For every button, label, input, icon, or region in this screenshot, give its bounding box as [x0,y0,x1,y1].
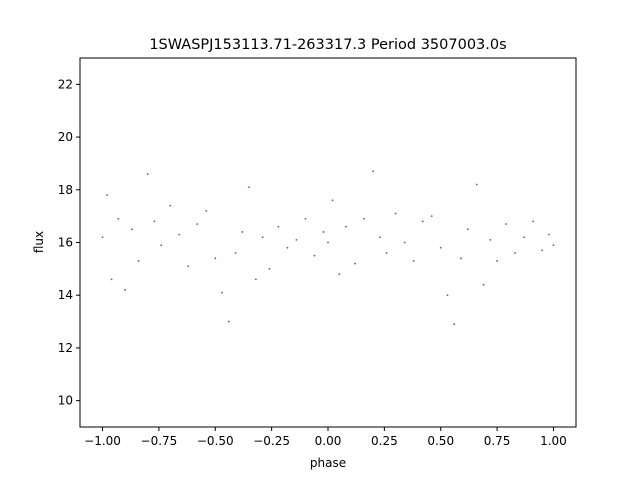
y-tick-label: 14 [58,288,73,302]
scatter-point [268,267,271,270]
scatter-point [331,199,334,202]
x-tick-label: −0.50 [197,434,234,448]
scatter-point [187,265,190,268]
y-tick-label: 18 [58,183,73,197]
scatter-point [430,215,433,218]
x-tick-label: 0.00 [315,434,342,448]
scatter-point [130,228,133,231]
y-tick-label: 16 [58,236,73,250]
x-tick-label: −0.25 [253,434,290,448]
scatter-point [385,252,388,254]
scatter-point [403,241,406,244]
scatter-point [439,246,442,249]
y-axis: 10 12 14 16 18 20 22 [58,77,80,408]
scatter-point [277,225,280,228]
x-tick-label: 1.00 [540,434,567,448]
y-tick-label: 22 [58,77,73,91]
scatter-point [304,217,307,220]
y-tick-label: 20 [58,130,73,144]
scatter-point [363,217,365,220]
scatter-point [327,241,329,244]
x-axis: −1.00 −0.75 −0.50 −0.25 0.00 0.25 0.50 0.75 1.00 [84,427,567,448]
scatter-point [178,233,181,236]
scatter-point [354,262,356,265]
scatter-point [295,238,298,241]
scatter-point [214,257,217,260]
scatter-point [394,212,397,215]
scatter-point [117,217,120,220]
scatter-point [146,173,149,175]
scatter-point [227,320,230,323]
scatter-point [124,289,126,291]
y-tick-label: 10 [58,394,73,408]
scatter-point [482,283,485,286]
scatter-point [552,244,555,247]
scatter-point [378,236,381,239]
scatter-point [110,278,113,281]
y-axis-label: flux [32,231,46,253]
scatter-point [205,209,208,212]
scatter-point [548,233,550,236]
scatter-point [234,252,237,254]
x-axis-label: phase [310,456,346,470]
scatter-point [466,228,469,231]
scatter-point [248,186,250,189]
scatter-point [196,223,199,225]
scatter-point [322,231,325,233]
scatter-point [169,204,172,207]
scatter-point [532,220,535,223]
scatter-point [313,254,316,257]
scatter-point [475,183,478,186]
scatter-point [137,260,140,262]
scatter-point [514,252,517,254]
scatter-point [160,244,163,247]
scatter-point [523,236,526,239]
scatter-point [446,294,449,297]
scatter-point [338,273,341,276]
scatter-point [421,220,424,223]
scatter-point [345,225,347,228]
x-tick-label: −0.75 [141,434,178,448]
scatter-point [372,170,374,173]
scatter-point [101,236,104,239]
scatter-point [221,291,223,294]
x-tick-label: 0.75 [484,434,511,448]
scatter-point [153,220,156,223]
scatter-point [261,236,264,239]
x-tick-label: 0.25 [371,434,398,448]
scatter-point [460,257,462,260]
x-tick-label: 0.50 [427,434,454,448]
scatter-point [106,194,108,196]
scatter-point [412,260,415,262]
scatter-point [496,260,498,262]
x-tick-label: −1.00 [84,434,121,448]
y-tick-label: 12 [58,341,73,355]
scatter-point [489,238,492,241]
chart-title: 1SWASPJ153113.71-263317.3 Period 3507003… [149,37,506,53]
scatter-point [241,231,244,233]
scatter-point [541,249,544,252]
scatter-point [254,278,257,281]
scatter-point [505,223,508,225]
scatter-point [286,246,289,249]
scatter-point [453,323,456,326]
scatter-layer [101,170,555,326]
